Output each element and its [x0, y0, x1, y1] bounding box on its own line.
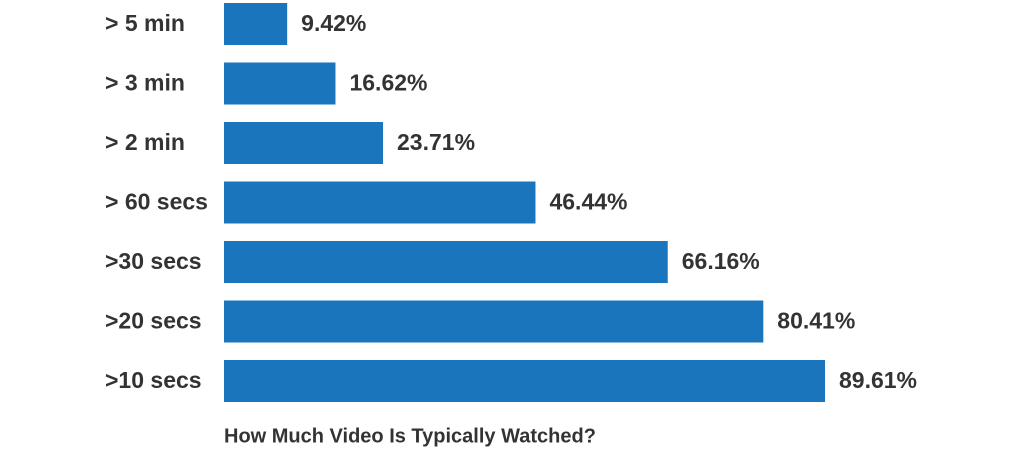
- value-label: 16.62%: [349, 70, 427, 96]
- bar: [224, 62, 336, 105]
- bar: [224, 241, 668, 283]
- category-label: > 5 min: [105, 10, 185, 36]
- value-label: 23.71%: [397, 129, 475, 155]
- bar: [224, 3, 288, 45]
- bar: [224, 360, 826, 402]
- bar: [224, 122, 384, 164]
- value-label: 80.41%: [777, 308, 855, 334]
- value-label: 9.42%: [301, 10, 366, 36]
- category-label: > 60 secs: [105, 189, 208, 215]
- bar: [224, 300, 764, 343]
- value-label: 66.16%: [682, 248, 760, 274]
- category-label: > 2 min: [105, 129, 185, 155]
- category-label: >20 secs: [105, 308, 202, 334]
- value-label: 89.61%: [839, 367, 917, 393]
- chart-title: How Much Video Is Typically Watched?: [224, 425, 596, 447]
- category-label: >10 secs: [105, 367, 202, 393]
- category-label: > 3 min: [105, 70, 185, 96]
- category-label: >30 secs: [105, 248, 202, 274]
- bar: [224, 181, 536, 224]
- value-label: 46.44%: [549, 189, 627, 215]
